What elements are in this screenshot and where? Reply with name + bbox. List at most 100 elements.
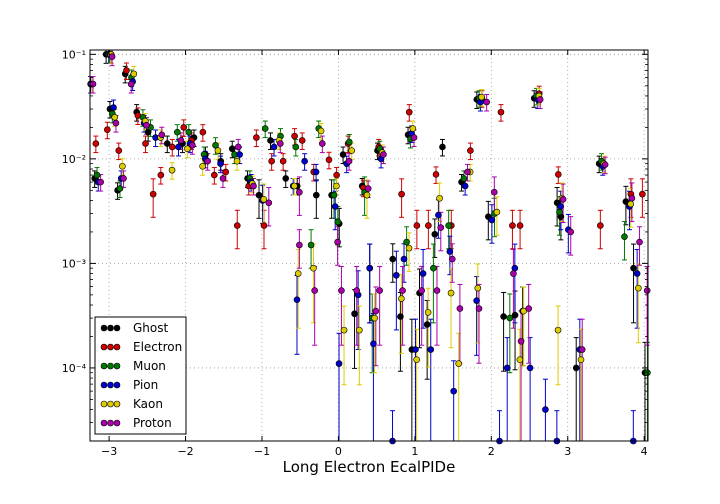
- data-point: [325, 156, 333, 164]
- data-point: [217, 160, 224, 167]
- data-point: [199, 128, 207, 136]
- y-tick-label: 10⁻²: [62, 153, 86, 166]
- legend-label: Proton: [133, 416, 172, 430]
- data-point: [511, 264, 519, 272]
- data-point: [460, 175, 468, 182]
- data-point: [267, 137, 274, 144]
- data-point: [409, 125, 417, 132]
- data-point: [483, 98, 490, 106]
- data-point: [413, 222, 421, 229]
- data-point: [431, 230, 439, 238]
- legend-label: Muon: [133, 359, 166, 373]
- data-point: [372, 307, 380, 315]
- data-point: [405, 244, 413, 252]
- data-point: [228, 145, 236, 153]
- data-point: [282, 175, 290, 182]
- legend-marker: [107, 324, 114, 332]
- data-point: [536, 96, 544, 103]
- data-point: [439, 143, 446, 151]
- data-point: [111, 113, 119, 121]
- data-point: [233, 157, 241, 165]
- data-point: [92, 140, 100, 147]
- legend-marker: [113, 343, 121, 351]
- data-point: [120, 175, 127, 182]
- data-point: [478, 93, 485, 101]
- legend-marker: [107, 400, 114, 408]
- data-point: [371, 314, 378, 322]
- data-point: [447, 289, 455, 297]
- data-point: [345, 138, 353, 146]
- y-tick-label: 10⁻¹: [62, 48, 86, 61]
- data-point: [423, 321, 431, 328]
- data-point: [307, 241, 315, 249]
- data-point: [270, 143, 278, 151]
- data-point: [345, 157, 353, 165]
- data-point: [464, 168, 471, 176]
- data-point: [334, 218, 342, 226]
- x-axis-label: Long Electron EcalPIDe: [283, 458, 456, 476]
- data-point: [509, 222, 516, 229]
- data-point: [398, 190, 405, 198]
- data-point: [446, 248, 454, 255]
- data-point: [214, 147, 222, 154]
- data-point: [177, 137, 185, 144]
- data-point: [516, 356, 524, 363]
- data-point: [185, 128, 193, 136]
- data-point: [356, 326, 363, 334]
- data-point: [436, 194, 443, 202]
- data-point: [180, 124, 188, 131]
- data-point: [437, 224, 445, 231]
- data-point: [488, 216, 496, 224]
- data-point: [636, 238, 643, 246]
- data-point: [363, 191, 371, 199]
- data-point: [276, 140, 284, 147]
- data-point: [279, 157, 287, 165]
- data-point: [461, 182, 469, 190]
- data-point: [364, 185, 372, 192]
- data-point: [405, 108, 413, 116]
- data-point: [572, 364, 580, 372]
- data-point: [339, 151, 347, 158]
- legend-label: Electron: [133, 340, 182, 354]
- data-point: [301, 157, 308, 165]
- y-tick-label: 10⁻⁴: [62, 362, 87, 375]
- data-point: [104, 126, 111, 134]
- data-point: [432, 171, 440, 178]
- data-point: [189, 141, 196, 149]
- data-point: [233, 222, 241, 229]
- data-point: [331, 203, 339, 210]
- legend-marker: [107, 381, 114, 389]
- data-point: [348, 147, 355, 154]
- data-point: [310, 264, 317, 272]
- legend: Ghost Electron Muon Pion Kaon Proton: [94, 316, 187, 435]
- data-point: [503, 364, 511, 372]
- data-point: [163, 140, 171, 147]
- legend-marker: [107, 362, 114, 370]
- data-point: [222, 168, 230, 176]
- data-point: [517, 337, 525, 345]
- data-point: [419, 270, 427, 277]
- data-point: [250, 182, 257, 190]
- data-point: [112, 119, 120, 127]
- data-point: [403, 238, 410, 246]
- data-point: [115, 147, 123, 154]
- data-point: [93, 171, 101, 179]
- x-tick-label: 1: [411, 445, 418, 458]
- x-tick-label: −2: [177, 445, 193, 458]
- data-point: [567, 228, 575, 236]
- data-point: [427, 346, 435, 353]
- legend-marker: [100, 400, 108, 408]
- data-point: [312, 168, 320, 176]
- data-point: [450, 387, 457, 395]
- data-point: [294, 270, 302, 277]
- data-point: [317, 127, 325, 135]
- data-point: [639, 190, 646, 198]
- data-point: [333, 182, 340, 190]
- data-point: [174, 128, 181, 136]
- data-point: [506, 314, 514, 322]
- legend-marker: [107, 343, 114, 351]
- data-point: [557, 203, 564, 210]
- data-point: [467, 147, 474, 154]
- data-point: [338, 287, 345, 294]
- data-point: [410, 134, 418, 141]
